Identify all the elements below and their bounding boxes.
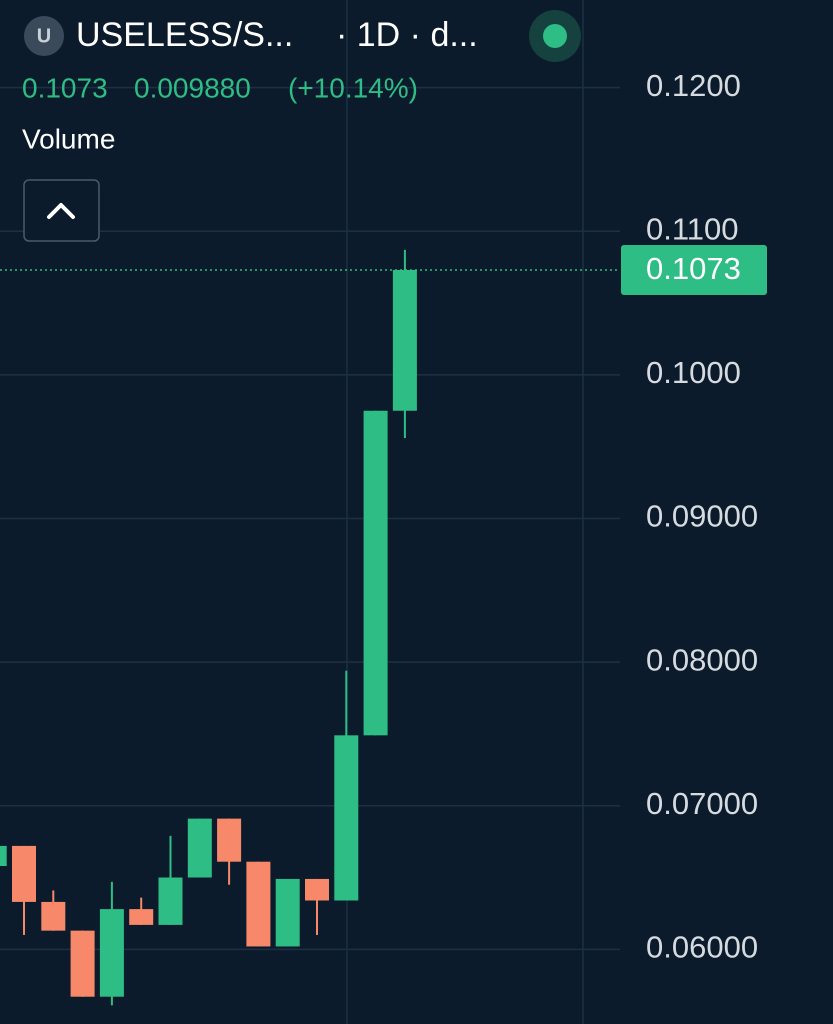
candle-body xyxy=(246,861,271,947)
price-axis: 0.06000 0.07000 0.08000 0.09000 0.1000 0.1100… xyxy=(621,68,767,965)
candle-body xyxy=(334,735,359,901)
y-tick-label: 0.1100 xyxy=(646,211,739,246)
candle-body xyxy=(363,410,388,736)
candle-body xyxy=(12,845,36,902)
symbol-name[interactable]: USELESS/S... xyxy=(76,16,293,54)
candle-body xyxy=(70,930,95,997)
candle-body xyxy=(129,909,154,925)
candle-body xyxy=(0,845,7,867)
y-tick-label: 0.06000 xyxy=(646,930,758,965)
change-percent: (+10.14%) xyxy=(288,72,418,103)
y-tick-label: 0.1200 xyxy=(646,68,741,103)
change: 0.009880 xyxy=(134,72,251,103)
y-tick-label: 0.1000 xyxy=(646,355,741,390)
candle-body xyxy=(99,909,124,997)
last-price-label: 0.1073 xyxy=(646,251,741,286)
chevron-up-icon xyxy=(47,203,75,219)
y-tick-label: 0.08000 xyxy=(646,642,758,677)
symbol-icon[interactable] xyxy=(24,16,64,56)
candle-body xyxy=(158,877,183,925)
candle-body xyxy=(187,818,212,878)
collapse-button[interactable] xyxy=(23,179,100,242)
y-tick-label: 0.07000 xyxy=(646,786,758,821)
price: 0.1073 xyxy=(22,72,108,103)
study-label: Volume xyxy=(22,123,115,154)
interval[interactable]: · 1D · d... xyxy=(336,16,478,54)
status-dot xyxy=(543,24,567,48)
candle-body xyxy=(305,878,329,901)
symbol-icon-letter: U xyxy=(37,25,51,47)
y-tick-label: 0.09000 xyxy=(646,499,758,534)
candle-body xyxy=(41,901,66,931)
candle-body xyxy=(392,270,417,411)
last-price-tag xyxy=(621,245,767,296)
candle-body xyxy=(217,818,242,862)
candle-body xyxy=(275,878,300,947)
candles xyxy=(0,249,620,1006)
